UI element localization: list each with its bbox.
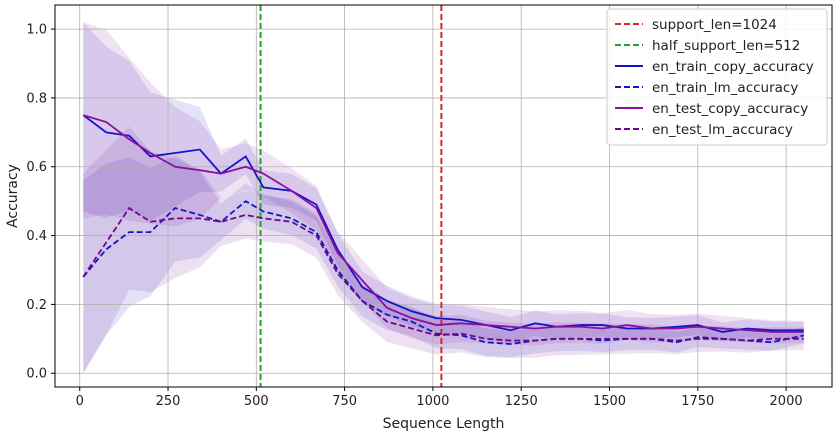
x-tick-label: 1000	[416, 394, 449, 409]
y-tick-label: 0.6	[26, 160, 47, 175]
legend-label: en_train_lm_accuracy	[652, 80, 798, 96]
y-tick-label: 0.0	[26, 367, 47, 382]
series-line	[82, 206, 804, 342]
confidence-band	[83, 22, 804, 344]
y-tick-label: 1.0	[26, 23, 47, 38]
x-axis-ticks: 0 250 500 750 1000 1250 1500 1750 2000	[76, 387, 803, 409]
confidence-band	[83, 22, 804, 346]
series-line	[82, 200, 804, 345]
y-tick-label: 0.2	[26, 298, 47, 313]
y-tick-label: 0.8	[26, 91, 47, 106]
series-lines	[82, 114, 804, 345]
legend: support_len=1024 half_support_len=512 en_t…	[606, 8, 828, 146]
x-tick-label: 1750	[681, 394, 714, 409]
x-tick-label: 1500	[593, 394, 626, 409]
x-axis-title: Sequence Length	[383, 416, 505, 432]
x-tick-label: 750	[332, 394, 357, 409]
legend-label: en_train_copy_accuracy	[652, 59, 814, 75]
reference-lines	[259, 5, 443, 387]
legend-box	[606, 8, 828, 146]
confidence-band	[83, 154, 804, 374]
y-axis-title: Accuracy	[5, 164, 21, 228]
legend-label: en_test_lm_accuracy	[652, 122, 793, 138]
x-tick-label: 250	[156, 394, 181, 409]
plot-frame	[54, 4, 833, 388]
x-tick-label: 1250	[505, 394, 538, 409]
legend-label: en_test_copy_accuracy	[652, 101, 808, 117]
x-tick-label: 0	[76, 394, 84, 409]
series-line	[82, 114, 804, 333]
y-axis-ticks: 0.0 0.2 0.4 0.6 0.8 1.0	[26, 23, 55, 382]
series-line	[82, 114, 804, 333]
x-tick-label: 2000	[770, 394, 803, 409]
legend-label: support_len=1024	[652, 17, 777, 33]
y-tick-label: 0.4	[26, 229, 47, 244]
x-tick-label: 500	[244, 394, 269, 409]
legend-label: half_support_len=512	[652, 38, 800, 54]
